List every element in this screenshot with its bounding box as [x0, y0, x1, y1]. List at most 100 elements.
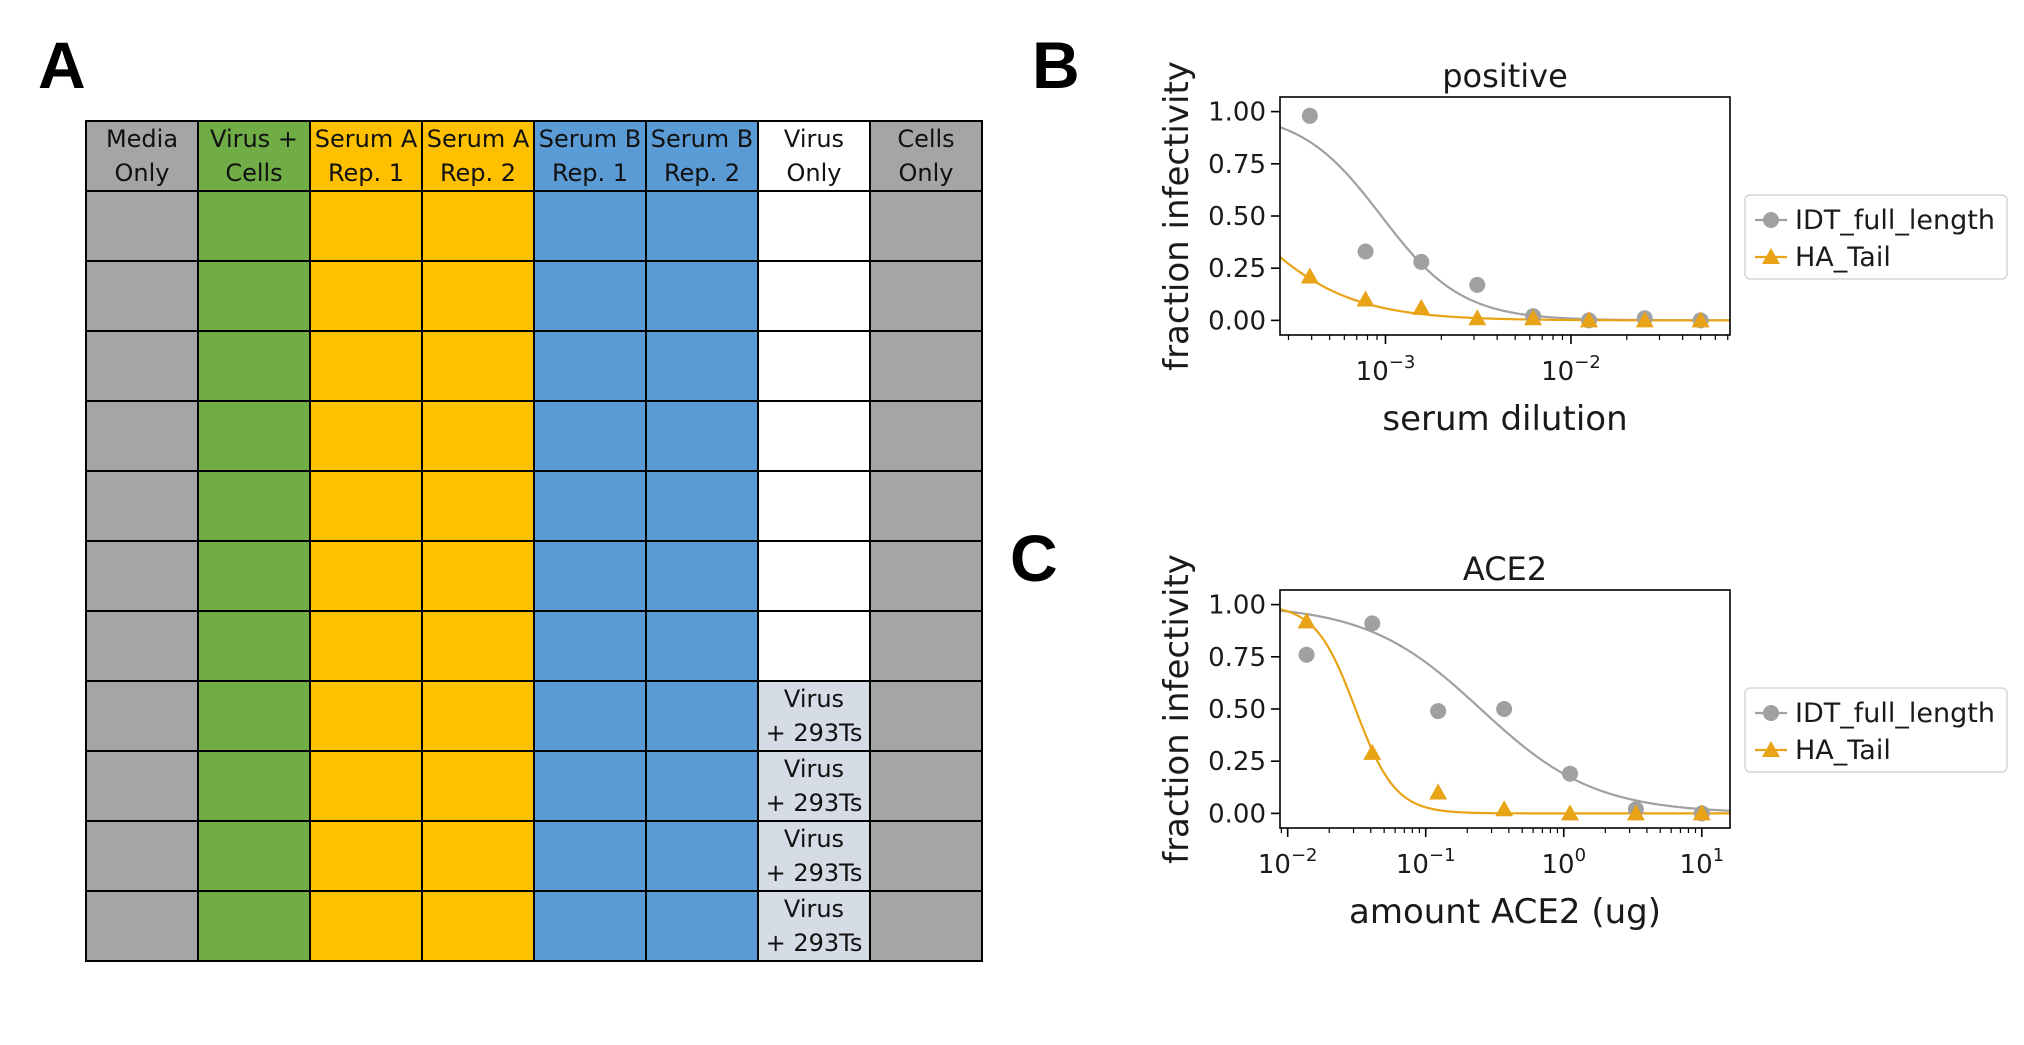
x-tick-base: 10 — [1356, 357, 1389, 387]
data-point — [1626, 804, 1645, 821]
data-point — [1495, 800, 1514, 817]
x-tick-exponent: 0 — [1575, 845, 1586, 866]
cell-label-line1: Virus — [783, 685, 845, 713]
data-point — [1364, 615, 1381, 632]
plate-well — [197, 750, 311, 822]
x-tick-base: 10 — [1396, 850, 1429, 880]
x-tick-label: 10−3 — [1356, 352, 1416, 387]
x-tick-base: 10 — [1541, 850, 1574, 880]
plate-well — [533, 190, 647, 262]
data-point — [1691, 311, 1710, 328]
plate-well — [645, 260, 759, 332]
y-tick-label: 0.00 — [1208, 799, 1266, 829]
data-point — [1429, 783, 1448, 800]
cell-label-line2: Cells — [225, 159, 283, 187]
cell-label-line2: Only — [898, 159, 954, 187]
data-point — [1300, 267, 1319, 284]
plate-well — [869, 540, 983, 612]
plate-row: Virus + 293Ts — [85, 680, 983, 752]
plate-well — [533, 820, 647, 892]
plate-well — [85, 190, 199, 262]
plate-well — [869, 400, 983, 472]
plate-well — [645, 540, 759, 612]
plate-well — [309, 400, 423, 472]
cell-label-line1: Cells — [897, 125, 955, 153]
cell-label-line2: + 293Ts — [765, 929, 863, 957]
plate-well — [869, 260, 983, 332]
chart-title: ACE2 — [1463, 553, 1547, 588]
data-point — [1356, 290, 1375, 307]
plate-well — [85, 540, 199, 612]
y-tick-label: 0.25 — [1208, 747, 1266, 777]
plate-well — [309, 260, 423, 332]
y-tick-label: 0.75 — [1208, 150, 1266, 180]
plate-well — [533, 330, 647, 402]
data-point — [1413, 253, 1430, 270]
plate-header-row: Media Only Virus + Cells Serum A Rep. 1 Serum … — [85, 120, 983, 192]
y-tick-label: 0.50 — [1208, 695, 1266, 725]
cell-label-line2: + 293Ts — [765, 719, 863, 747]
data-point — [1469, 276, 1486, 293]
plate-row — [85, 330, 983, 402]
y-tick-label: 0.50 — [1208, 202, 1266, 232]
plate-well-virus-293ts: Virus + 293Ts — [757, 890, 871, 962]
plate-well — [533, 890, 647, 962]
data-point — [1524, 309, 1543, 326]
panel-label-a: A — [38, 28, 86, 102]
data-point — [1692, 804, 1711, 821]
x-tick-label: 10−2 — [1541, 352, 1601, 387]
data-point — [1468, 309, 1487, 326]
plate-well — [85, 610, 199, 682]
plate-well — [757, 470, 871, 542]
plate-header-cell: Media Only — [85, 120, 199, 192]
plate-well — [533, 400, 647, 472]
plate-well — [85, 260, 199, 332]
plate-header-cell: Virus Only — [757, 120, 871, 192]
plate-well-virus-293ts: Virus + 293Ts — [757, 750, 871, 822]
panel-label-b: B — [1032, 28, 1080, 102]
data-point — [1635, 311, 1654, 328]
cell-label-line2: Rep. 2 — [439, 159, 517, 187]
plate-well — [197, 610, 311, 682]
cell-label-line2: Rep. 1 — [327, 159, 405, 187]
plate-well — [645, 820, 759, 892]
plate-well — [421, 330, 535, 402]
cell-label-line1: Virus — [783, 825, 845, 853]
plate-well — [869, 890, 983, 962]
data-point — [1298, 646, 1315, 663]
plate-row: Virus + 293Ts — [85, 750, 983, 822]
plate-well — [85, 330, 199, 402]
plate-well — [421, 470, 535, 542]
plate-well — [533, 610, 647, 682]
plate-well — [421, 540, 535, 612]
plate-well — [533, 540, 647, 612]
plate-well — [421, 820, 535, 892]
plate-well — [421, 610, 535, 682]
plate-well — [309, 750, 423, 822]
x-tick-exponent: −1 — [1429, 845, 1456, 866]
data-point — [1579, 311, 1598, 328]
y-tick-label: 0.25 — [1208, 254, 1266, 284]
plate-well — [421, 890, 535, 962]
data-point — [1561, 804, 1580, 821]
x-tick-exponent: −2 — [1574, 352, 1601, 373]
plate-row: Virus + 293Ts — [85, 890, 983, 962]
plate-well — [645, 680, 759, 752]
x-tick-exponent: 1 — [1713, 845, 1724, 866]
plate-row — [85, 260, 983, 332]
y-tick-label: 1.00 — [1208, 591, 1266, 621]
plate-well — [197, 260, 311, 332]
plate-row — [85, 610, 983, 682]
plate-well — [197, 330, 311, 402]
plate-row — [85, 540, 983, 612]
plate-well — [869, 820, 983, 892]
panel-label-c: C — [1010, 521, 1058, 595]
plate-well — [309, 610, 423, 682]
legend-label: IDT_full_length — [1795, 205, 1995, 236]
cell-label-line2: + 293Ts — [765, 859, 863, 887]
plate-well — [757, 400, 871, 472]
plate-layout-table: Media Only Virus + Cells Serum A Rep. 1 Serum … — [85, 120, 983, 962]
plate-well — [309, 820, 423, 892]
